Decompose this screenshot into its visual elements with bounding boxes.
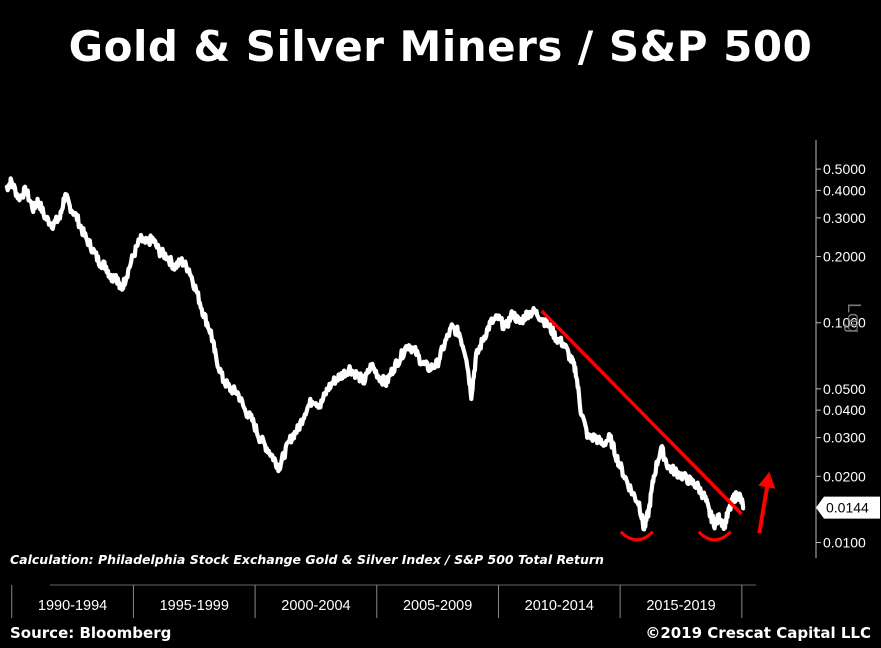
x-category-label: 2000-2004 <box>281 598 350 614</box>
y-tick-label: 0.4000 <box>823 182 866 198</box>
y-tick-label: 0.0500 <box>823 381 866 397</box>
last-value-label: 0.0144 <box>826 500 869 516</box>
x-category-label: 1990-1994 <box>38 598 107 614</box>
x-category-label: 1995-1999 <box>160 598 229 614</box>
y-tick-label: 0.0300 <box>823 430 866 446</box>
x-category-label: 2010-2014 <box>525 598 594 614</box>
y-tick-label: 0.1000 <box>823 315 866 331</box>
y-tick-label: 0.5000 <box>823 161 866 177</box>
bottom-arc <box>619 530 654 542</box>
copyright-label: ©2019 Crescat Capital LLC <box>645 624 871 642</box>
last-value-badge: 0.0144 <box>816 496 880 519</box>
source-label: Source: Bloomberg <box>10 624 172 642</box>
chart-title: Gold & Silver Miners / S&P 500 <box>68 22 813 71</box>
x-category-label: 2005-2009 <box>403 598 472 614</box>
y-tick-label: 0.2000 <box>823 249 866 265</box>
y-tick-label: 0.0100 <box>823 534 866 550</box>
up-arrow-shaft <box>757 485 770 534</box>
y-tick-label: 0.0200 <box>823 468 866 484</box>
bottom-arc <box>697 530 732 542</box>
y-tick-label: 0.3000 <box>823 210 866 226</box>
last-value-box <box>816 496 880 519</box>
tick-labels: 0.5000 0.4000 0.3000 0.2000 0.1000 0.0500 0.04… <box>38 161 880 614</box>
annotations-layer <box>540 309 776 542</box>
x-category-label: 2015-2019 <box>646 598 715 614</box>
series-line <box>4 176 746 532</box>
trendline <box>540 309 743 516</box>
axes <box>11 140 821 618</box>
up-arrow-head <box>758 471 776 489</box>
calculation-note: Calculation: Philadelphia Stock Exchange… <box>10 552 604 567</box>
y-tick-label: 0.0400 <box>823 402 866 418</box>
y-scale-label: Log <box>844 303 864 333</box>
series-layer <box>4 176 746 532</box>
